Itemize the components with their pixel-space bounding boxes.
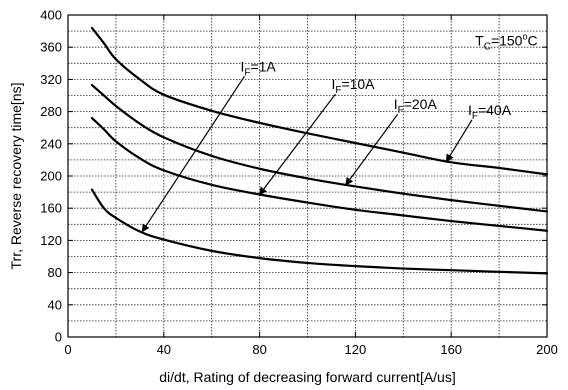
series-label-value: =10A xyxy=(341,76,375,92)
series-label-1: IF=1A xyxy=(240,58,276,78)
y-tick-label: 280 xyxy=(40,104,62,119)
y-tick-label: 320 xyxy=(40,72,62,87)
x-tick-label: 80 xyxy=(252,342,266,357)
x-tick-label: 120 xyxy=(345,342,367,357)
condition-label: TC=150oC xyxy=(475,32,537,53)
condition-subscript: C xyxy=(484,42,491,53)
series-label-2: IF=10A xyxy=(331,76,375,96)
condition-value: =150 xyxy=(491,33,523,49)
series-label-subscript: F xyxy=(472,111,478,122)
tick-layer: 0 40 80 120 160 200 0 40 80 120 160 200 240 280 320 360… xyxy=(40,8,558,358)
series-label-main: I xyxy=(468,102,472,118)
condition-prefix: T xyxy=(475,33,484,49)
x-tick-label: 40 xyxy=(157,342,171,357)
x-axis-label: di/dt, Rating of decreasing forward curr… xyxy=(159,369,455,385)
y-tick-label: 0 xyxy=(55,330,62,345)
series-arrow-3 xyxy=(345,113,399,186)
x-tick-label: 0 xyxy=(64,342,71,357)
series-arrow-4 xyxy=(445,119,473,163)
series-label-main: I xyxy=(240,58,244,74)
y-tick-label: 40 xyxy=(48,297,62,312)
series-layer xyxy=(90,26,549,275)
y-tick-label: 160 xyxy=(40,201,62,216)
series-line-3 xyxy=(90,83,549,213)
series-label-value: =40A xyxy=(478,102,512,118)
series-label-subscript: F xyxy=(398,105,404,116)
y-tick-label: 200 xyxy=(40,169,62,184)
series-label-value: =20A xyxy=(404,96,438,112)
series-label-main: I xyxy=(331,76,335,92)
y-axis-label: Trr, Reverse recovery time[ns] xyxy=(8,83,24,270)
y-tick-label: 120 xyxy=(40,233,62,248)
condition-unit: C xyxy=(528,33,538,49)
grid-layer xyxy=(68,15,547,337)
x-tick-label: 200 xyxy=(536,342,558,357)
series-arrow-2 xyxy=(258,93,336,196)
y-tick-label: 400 xyxy=(40,8,62,23)
series-label-subscript: F xyxy=(244,67,250,78)
series-line-1 xyxy=(90,188,549,275)
x-tick-label: 160 xyxy=(440,342,462,357)
series-label-value: =1A xyxy=(250,58,276,74)
y-tick-label: 240 xyxy=(40,136,62,151)
series-label-subscript: F xyxy=(335,85,341,96)
condition-superscript: o xyxy=(522,32,527,42)
y-tick-label: 80 xyxy=(48,265,62,280)
series-label-main: I xyxy=(394,96,398,112)
series-label-4: IF=40A xyxy=(468,102,512,122)
series-arrow-1 xyxy=(141,76,245,233)
series-label-3: IF=20A xyxy=(394,96,438,116)
y-tick-label: 360 xyxy=(40,40,62,55)
